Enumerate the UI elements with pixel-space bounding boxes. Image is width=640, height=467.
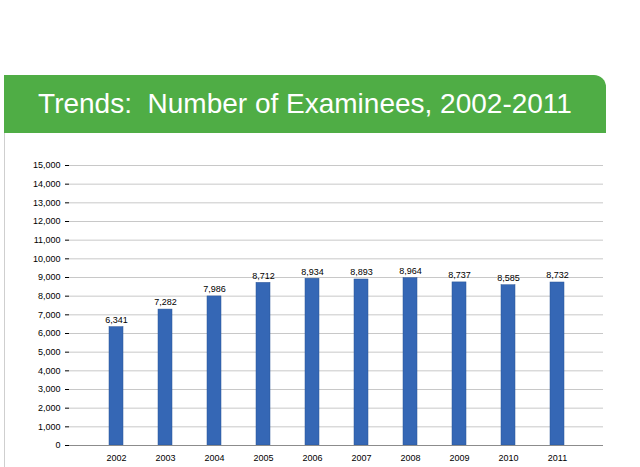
svg-text:9,000: 9,000 <box>38 272 61 282</box>
svg-text:2007: 2007 <box>351 453 371 463</box>
svg-text:0: 0 <box>55 440 60 450</box>
svg-text:15,000: 15,000 <box>33 160 61 170</box>
svg-text:8,737: 8,737 <box>448 270 471 280</box>
svg-text:2009: 2009 <box>449 453 469 463</box>
svg-text:8,893: 8,893 <box>350 267 373 277</box>
svg-text:2011: 2011 <box>548 453 567 463</box>
svg-text:8,732: 8,732 <box>546 270 569 280</box>
svg-text:2008: 2008 <box>400 453 420 463</box>
svg-text:4,000: 4,000 <box>38 366 61 376</box>
svg-text:8,934: 8,934 <box>301 267 324 277</box>
svg-text:2002: 2002 <box>106 453 126 463</box>
svg-text:6,341: 6,341 <box>105 315 128 325</box>
svg-text:7,986: 7,986 <box>203 284 226 294</box>
svg-text:11,000: 11,000 <box>34 235 61 245</box>
svg-text:10,000: 10,000 <box>33 254 61 264</box>
svg-text:2003: 2003 <box>155 453 175 463</box>
svg-text:8,712: 8,712 <box>252 271 275 281</box>
svg-text:5,000: 5,000 <box>38 347 61 357</box>
svg-text:1,000: 1,000 <box>38 422 61 432</box>
svg-text:6,000: 6,000 <box>38 328 61 338</box>
svg-text:12,000: 12,000 <box>33 216 61 226</box>
svg-text:7,282: 7,282 <box>154 297 177 307</box>
svg-text:8,964: 8,964 <box>399 266 422 276</box>
svg-text:2005: 2005 <box>253 453 273 463</box>
svg-text:13,000: 13,000 <box>33 198 61 208</box>
svg-text:3,000: 3,000 <box>38 384 61 394</box>
svg-text:14,000: 14,000 <box>33 179 61 189</box>
svg-text:8,585: 8,585 <box>497 273 520 283</box>
svg-text:2006: 2006 <box>302 453 322 463</box>
svg-text:2010: 2010 <box>498 453 518 463</box>
svg-text:2004: 2004 <box>204 453 224 463</box>
svg-text:7,000: 7,000 <box>38 310 61 320</box>
svg-text:2,000: 2,000 <box>38 403 61 413</box>
html-text:Trends: Number of Examinees, 2: Trends: Number of Examinees, 2002-2011 <box>38 88 572 119</box>
svg-text:8,000: 8,000 <box>38 291 61 301</box>
